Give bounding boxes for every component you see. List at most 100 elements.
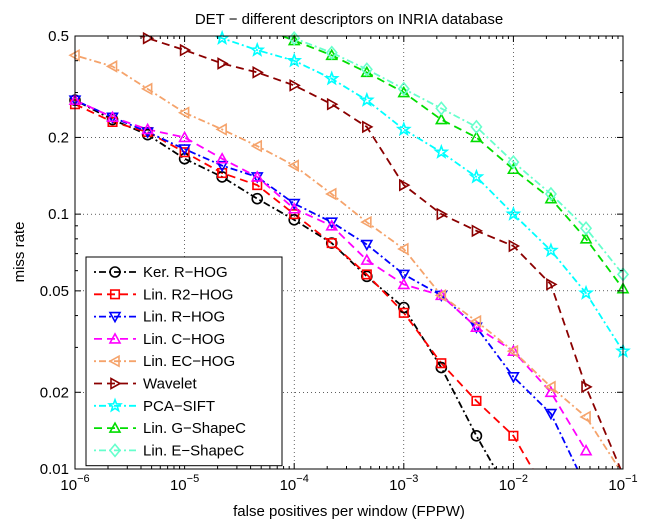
data-point: [507, 162, 520, 175]
data-point: [177, 106, 190, 120]
legend-marker: [108, 421, 122, 433]
data-point: [398, 178, 411, 192]
data-point: [325, 217, 339, 229]
data-point: [544, 408, 558, 421]
data-point: [325, 219, 339, 231]
data-point: [435, 101, 448, 116]
legend-label: PCA−SIFT: [143, 398, 215, 415]
x-tick-label: 10−3: [389, 473, 418, 494]
data-point: [434, 112, 448, 125]
data-point: [397, 81, 410, 97]
data-point: [546, 278, 558, 291]
data-point: [470, 119, 483, 135]
data-point: [471, 395, 482, 406]
data-point: [397, 269, 411, 282]
y-tick-label: 0.05: [40, 283, 69, 300]
legend-marker: [107, 397, 123, 413]
legend-label: Lin. C−HOG: [143, 331, 225, 348]
data-point: [178, 130, 191, 143]
data-point: [325, 45, 338, 60]
legend-label: Lin. G−ShapeC: [143, 420, 246, 437]
data-point: [578, 284, 594, 300]
y-tick-label: 0.02: [40, 384, 69, 401]
data-point: [360, 62, 373, 77]
x-tick-label: 10−4: [280, 473, 309, 494]
legend-label: Ker. R−HOG: [143, 264, 228, 281]
data-point: [579, 444, 593, 456]
data-point: [286, 52, 303, 68]
data-point: [508, 430, 519, 441]
data-point: [395, 121, 412, 137]
data-point: [469, 314, 482, 328]
data-point: [470, 429, 483, 442]
x-tick-label: 10−6: [60, 473, 89, 494]
legend-label: Lin. R−HOG: [143, 309, 225, 326]
data-point: [434, 289, 447, 302]
legend-marker: [108, 332, 122, 344]
data-point: [179, 147, 190, 158]
legend-label: Lin. EC−HOG: [143, 353, 235, 370]
data-point: [288, 214, 301, 226]
data-point: [140, 82, 153, 96]
data-point: [178, 144, 191, 156]
series-line: [279, 36, 623, 290]
data-point: [544, 380, 556, 394]
data-point: [287, 159, 300, 172]
series-line: [214, 36, 623, 352]
data-point: [287, 202, 301, 214]
data-point: [507, 372, 520, 384]
data-point: [215, 152, 229, 164]
data-point: [249, 41, 266, 57]
plot-frame: [74, 35, 624, 470]
data-point: [579, 410, 591, 424]
data-point: [251, 192, 264, 205]
data-point: [361, 269, 372, 280]
legend-marker: [108, 443, 122, 458]
data-point: [360, 215, 372, 229]
data-point: [397, 277, 411, 290]
data-point: [358, 91, 375, 107]
data-point: [217, 57, 229, 70]
data-point: [397, 242, 409, 256]
data-point: [326, 97, 339, 111]
series-markers: [68, 29, 631, 456]
axis-ticks: 10−6 10−5 10−4 10−3 10−2 10−1 0.01 0.02 0.05 0.1 0…: [40, 28, 638, 494]
data-point: [470, 320, 483, 333]
legend-label: Lin. R2−HOG: [143, 286, 233, 303]
data-point: [362, 120, 374, 134]
data-point: [436, 207, 448, 221]
data-point: [287, 198, 301, 211]
data-point: [579, 232, 593, 244]
data-point: [433, 143, 450, 159]
data-point: [106, 110, 119, 123]
data-point: [326, 238, 337, 249]
data-point: [289, 79, 301, 92]
series-line: [137, 36, 622, 469]
chart-title: DET − different descriptors on INRIA dat…: [195, 11, 503, 28]
legend-label: Wavelet: [143, 376, 197, 393]
legend-marker: [109, 289, 121, 300]
data-point: [507, 154, 520, 170]
data-point: [470, 130, 483, 143]
data-point: [436, 358, 447, 369]
data-point: [579, 221, 593, 236]
x-tick-label: 10−5: [170, 473, 199, 494]
data-point: [141, 122, 154, 135]
data-point: [325, 187, 337, 201]
y-tick-label: 0.5: [48, 28, 69, 45]
data-point: [544, 186, 557, 202]
data-point: [581, 380, 593, 394]
x-axis-label: false positives per window (FPPW): [233, 503, 465, 520]
legend-marker: [109, 266, 121, 278]
data-point: [179, 43, 192, 57]
legend-marker: [108, 354, 120, 368]
legend: Ker. R−HOG Lin. R2−HOG Lin. R−HOG Lin. C−HO…: [85, 256, 283, 467]
data-point: [506, 344, 519, 358]
data-point: [398, 307, 409, 318]
legend-marker: [108, 311, 122, 324]
data-point: [141, 127, 154, 139]
legend-marker: [110, 377, 122, 390]
y-tick-label: 0.01: [40, 461, 69, 478]
